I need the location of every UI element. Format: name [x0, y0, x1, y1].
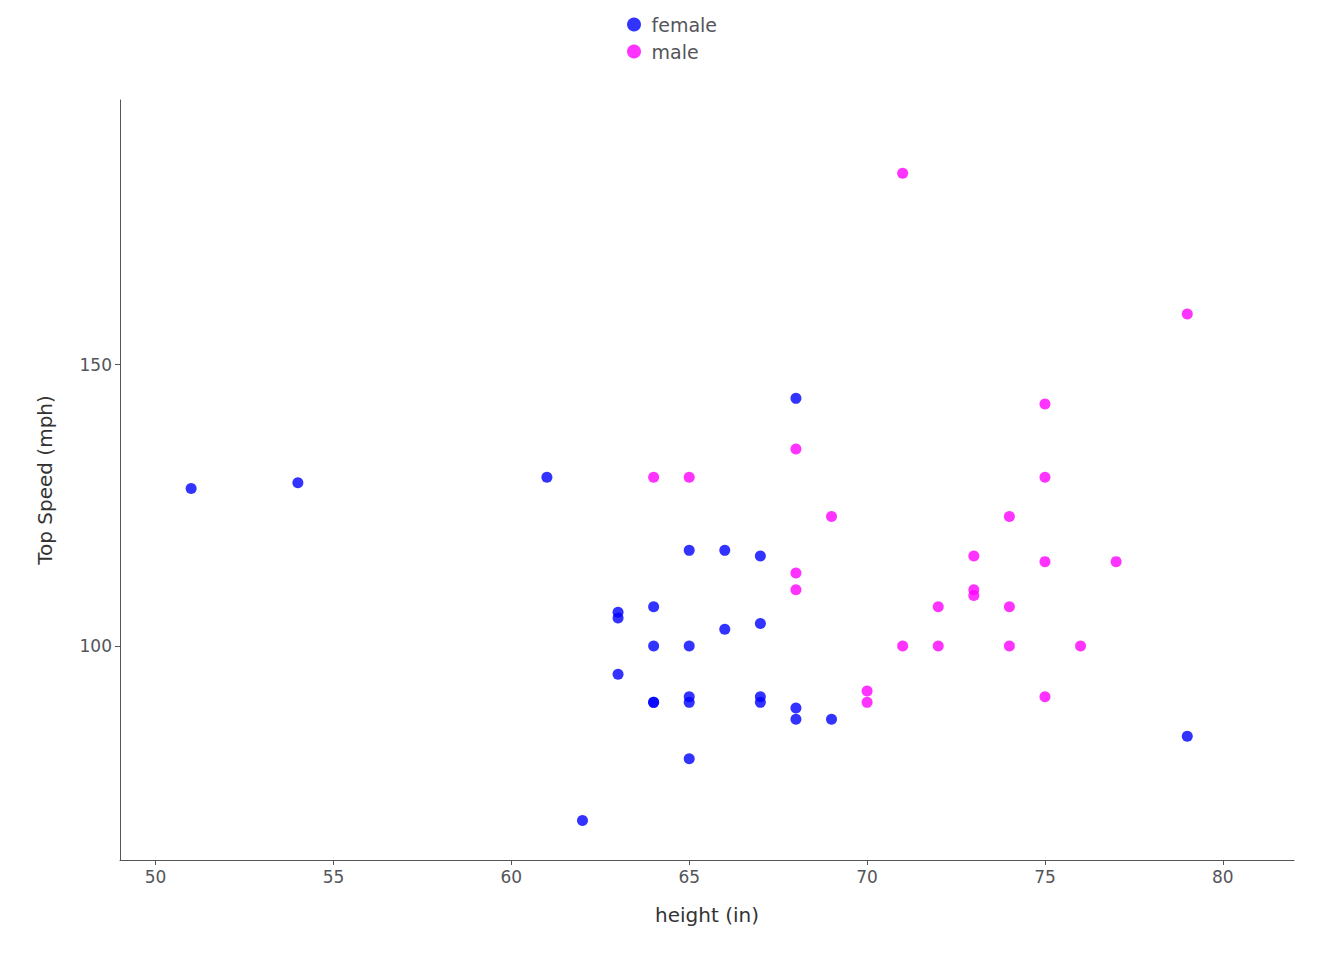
- svg-text:Top Speed (mph): Top Speed (mph): [33, 395, 57, 566]
- svg-text:65: 65: [678, 867, 700, 887]
- svg-text:50: 50: [145, 867, 167, 887]
- svg-text:male: male: [652, 41, 699, 63]
- svg-text:75: 75: [1034, 867, 1056, 887]
- svg-text:female: female: [652, 14, 718, 36]
- svg-text:60: 60: [501, 867, 523, 887]
- svg-text:70: 70: [856, 867, 878, 887]
- svg-text:150: 150: [80, 355, 112, 375]
- svg-text:100: 100: [80, 636, 112, 656]
- svg-text:height (in): height (in): [655, 903, 759, 927]
- svg-text:80: 80: [1212, 867, 1234, 887]
- svg-text:55: 55: [323, 867, 345, 887]
